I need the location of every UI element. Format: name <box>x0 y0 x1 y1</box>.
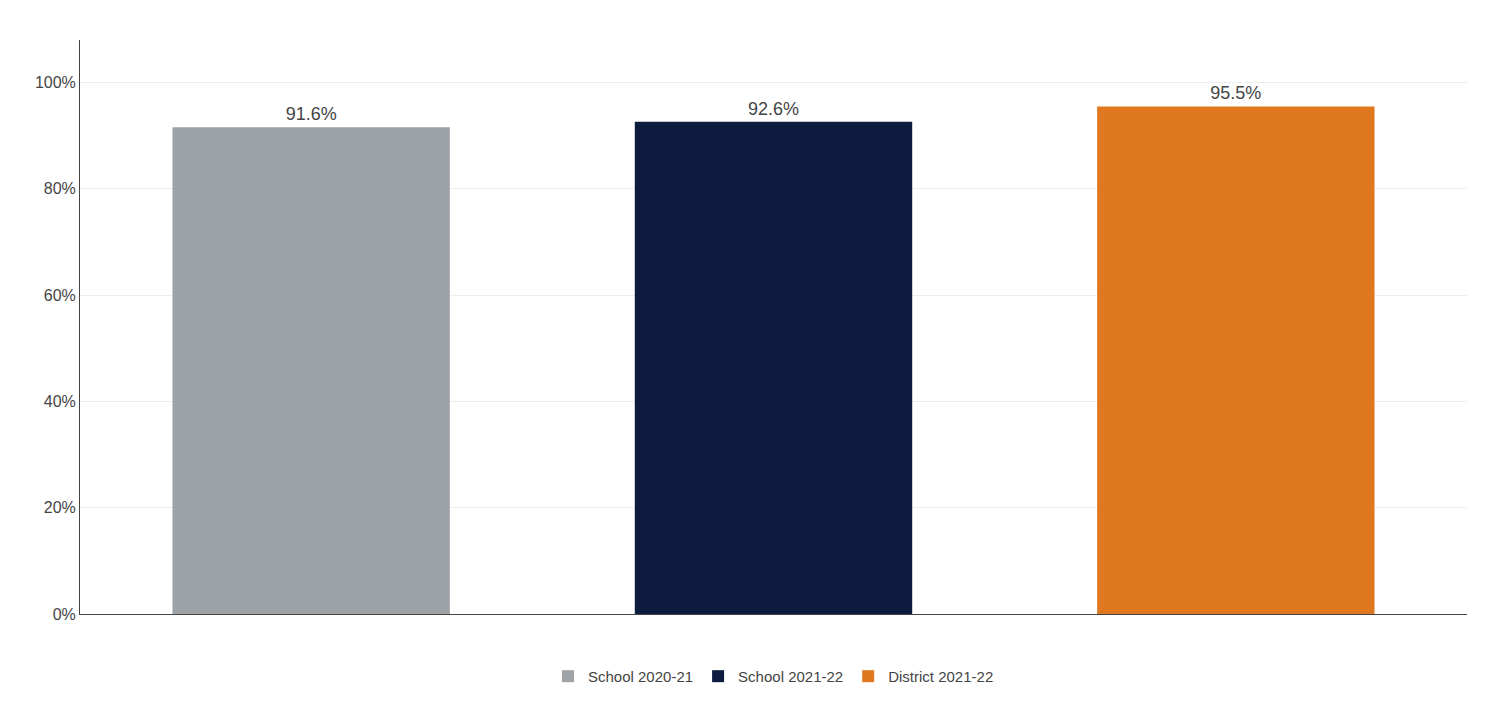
svg-text:School 2020-21: School 2020-21 <box>588 668 693 685</box>
svg-text:20%: 20% <box>44 499 76 516</box>
svg-text:95.5%: 95.5% <box>1210 83 1261 103</box>
svg-text:District 2021-22: District 2021-22 <box>888 668 993 685</box>
svg-text:80%: 80% <box>44 180 76 197</box>
svg-text:92.6%: 92.6% <box>748 99 799 119</box>
svg-text:60%: 60% <box>44 287 76 304</box>
svg-text:91.6%: 91.6% <box>286 104 337 124</box>
svg-text:40%: 40% <box>44 393 76 410</box>
svg-text:School 2021-22: School 2021-22 <box>738 668 843 685</box>
svg-text:0%: 0% <box>53 606 76 623</box>
svg-text:100%: 100% <box>35 74 76 91</box>
